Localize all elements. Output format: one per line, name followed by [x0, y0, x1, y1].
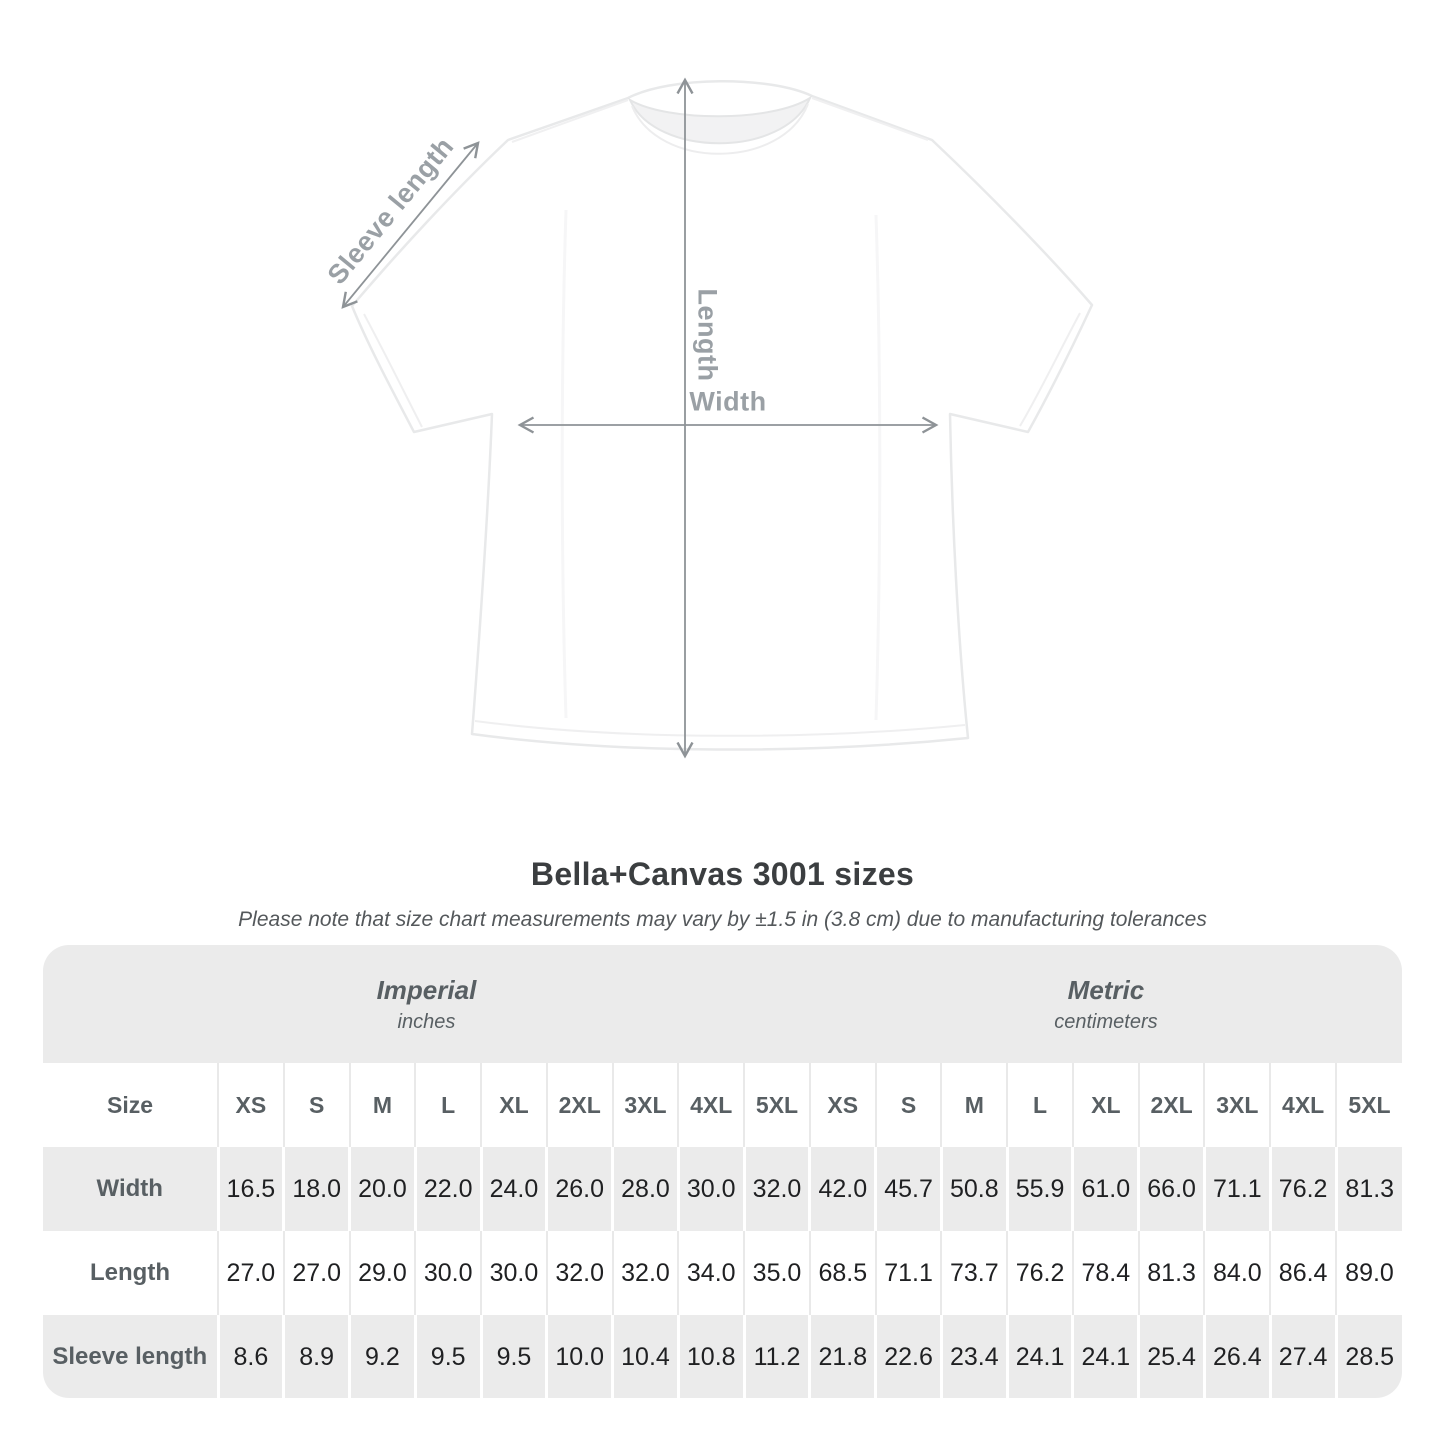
value-cell: 81.3: [1137, 1231, 1205, 1315]
value-cell: 45.7: [874, 1147, 942, 1231]
value-cell: 42.0: [808, 1147, 876, 1231]
value-cell: 27.0: [282, 1231, 350, 1315]
size-col-header: 5XL: [1335, 1063, 1402, 1147]
value-cell: 30.0: [480, 1231, 547, 1315]
row-label: Length: [43, 1231, 218, 1315]
value-cell: 10.4: [611, 1315, 679, 1398]
value-cell: 71.1: [874, 1231, 942, 1315]
value-cell: 86.4: [1269, 1231, 1337, 1315]
value-cell: 26.0: [545, 1147, 613, 1231]
width-label: Width: [689, 386, 767, 417]
metric-group-unit: centimeters: [1054, 1010, 1158, 1033]
value-cell: 21.8: [808, 1315, 876, 1398]
value-cell: 32.0: [545, 1231, 613, 1315]
value-cell: 28.0: [611, 1147, 679, 1231]
value-cell: 29.0: [348, 1231, 416, 1315]
value-cell: 10.0: [545, 1315, 613, 1398]
tolerance-note: Please note that size chart measurements…: [238, 908, 1207, 931]
row-label: Width: [43, 1147, 218, 1231]
metric-group-name: Metric: [1067, 975, 1145, 1006]
value-cell: 84.0: [1203, 1231, 1271, 1315]
imperial-group-name: Imperial: [376, 975, 477, 1006]
size-col-header: 3XL: [1203, 1063, 1271, 1147]
size-col-header: M: [940, 1063, 1008, 1147]
value-cell: 22.0: [413, 1147, 482, 1231]
value-cell: 66.0: [1137, 1147, 1205, 1231]
value-cell: 16.5: [216, 1147, 284, 1231]
length-label: Length: [692, 288, 723, 382]
tshirt-silhouette: [350, 80, 1094, 751]
value-cell: 11.2: [742, 1315, 810, 1398]
size-col-header: S: [874, 1063, 942, 1147]
table-row-width: Width 16.5 18.0 20.0 22.0 24.0 26.0 28.0…: [43, 1147, 1402, 1231]
value-cell: 68.5: [808, 1231, 876, 1315]
value-cell: 89.0: [1335, 1231, 1402, 1315]
value-cell: 61.0: [1071, 1147, 1139, 1231]
value-cell: 78.4: [1071, 1231, 1139, 1315]
value-cell: 18.0: [282, 1147, 350, 1231]
value-cell: 28.5: [1334, 1315, 1402, 1398]
value-cell: 20.0: [348, 1147, 416, 1231]
table-row-length: Length 27.0 27.0 29.0 30.0 30.0 32.0 32.…: [43, 1231, 1402, 1315]
value-cell: 32.0: [742, 1147, 810, 1231]
size-col-header: XS: [808, 1063, 876, 1147]
value-cell: 8.9: [282, 1315, 350, 1398]
value-cell: 22.6: [874, 1315, 942, 1398]
imperial-group-header: Imperial inches: [43, 945, 810, 1063]
value-cell: 55.9: [1005, 1147, 1073, 1231]
value-cell: 27.4: [1268, 1315, 1337, 1398]
size-col-header: XL: [480, 1063, 547, 1147]
value-cell: 30.0: [676, 1147, 745, 1231]
value-cell: 9.5: [413, 1315, 482, 1398]
value-cell: 25.4: [1137, 1315, 1205, 1398]
value-cell: 50.8: [939, 1147, 1008, 1231]
size-col-header: 2XL: [545, 1063, 613, 1147]
value-cell: 30.0: [414, 1231, 482, 1315]
page-title: Bella+Canvas 3001 sizes: [530, 856, 915, 892]
value-cell: 73.7: [940, 1231, 1008, 1315]
value-cell: 32.0: [611, 1231, 679, 1315]
row-label: Sleeve length: [43, 1315, 218, 1398]
unit-group-header-row: Imperial inches Metric centimeters: [43, 945, 1402, 1063]
value-cell: 76.2: [1268, 1147, 1337, 1231]
table-row-sleeve-length: Sleeve length 8.6 8.9 9.2 9.5 9.5 10.0 1…: [43, 1315, 1402, 1398]
tshirt-graphic: [341, 77, 1094, 759]
size-col-header: L: [414, 1063, 482, 1147]
imperial-group-unit: inches: [397, 1010, 456, 1033]
value-cell: 76.2: [1006, 1231, 1073, 1315]
size-col-header: M: [348, 1063, 416, 1147]
size-col-header: 5XL: [743, 1063, 810, 1147]
value-cell: 81.3: [1334, 1147, 1402, 1231]
value-cell: 8.6: [216, 1315, 284, 1398]
metric-group-header: Metric centimeters: [809, 945, 1402, 1063]
size-col-header: XS: [217, 1063, 284, 1147]
sleeve-length-arrow: [341, 141, 480, 309]
tshirt-measurement-diagram: Sleeve length Length Width: [322, 77, 1094, 759]
value-cell: 24.1: [1005, 1315, 1073, 1398]
size-col-header: 2XL: [1137, 1063, 1205, 1147]
value-cell: 26.4: [1202, 1315, 1271, 1398]
value-cell: 27.0: [217, 1231, 284, 1315]
size-col-header: XL: [1071, 1063, 1139, 1147]
value-cell: 71.1: [1202, 1147, 1271, 1231]
size-col-header: L: [1006, 1063, 1073, 1147]
value-cell: 9.2: [348, 1315, 416, 1398]
size-col-header: 4XL: [1269, 1063, 1337, 1147]
size-table: Imperial inches Metric centimeters Size …: [43, 945, 1402, 1398]
value-cell: 24.1: [1071, 1315, 1139, 1398]
size-header-label: Size: [43, 1063, 218, 1147]
value-cell: 9.5: [479, 1315, 547, 1398]
value-cell: 24.0: [479, 1147, 547, 1231]
value-cell: 34.0: [677, 1231, 745, 1315]
size-col-header: S: [282, 1063, 350, 1147]
value-cell: 10.8: [676, 1315, 745, 1398]
size-header-row: Size XS S M L XL 2XL 3XL 4XL 5XL XS S M …: [43, 1063, 1402, 1147]
value-cell: 35.0: [743, 1231, 810, 1315]
value-cell: 23.4: [939, 1315, 1008, 1398]
size-col-header: 4XL: [677, 1063, 745, 1147]
size-col-header: 3XL: [611, 1063, 679, 1147]
